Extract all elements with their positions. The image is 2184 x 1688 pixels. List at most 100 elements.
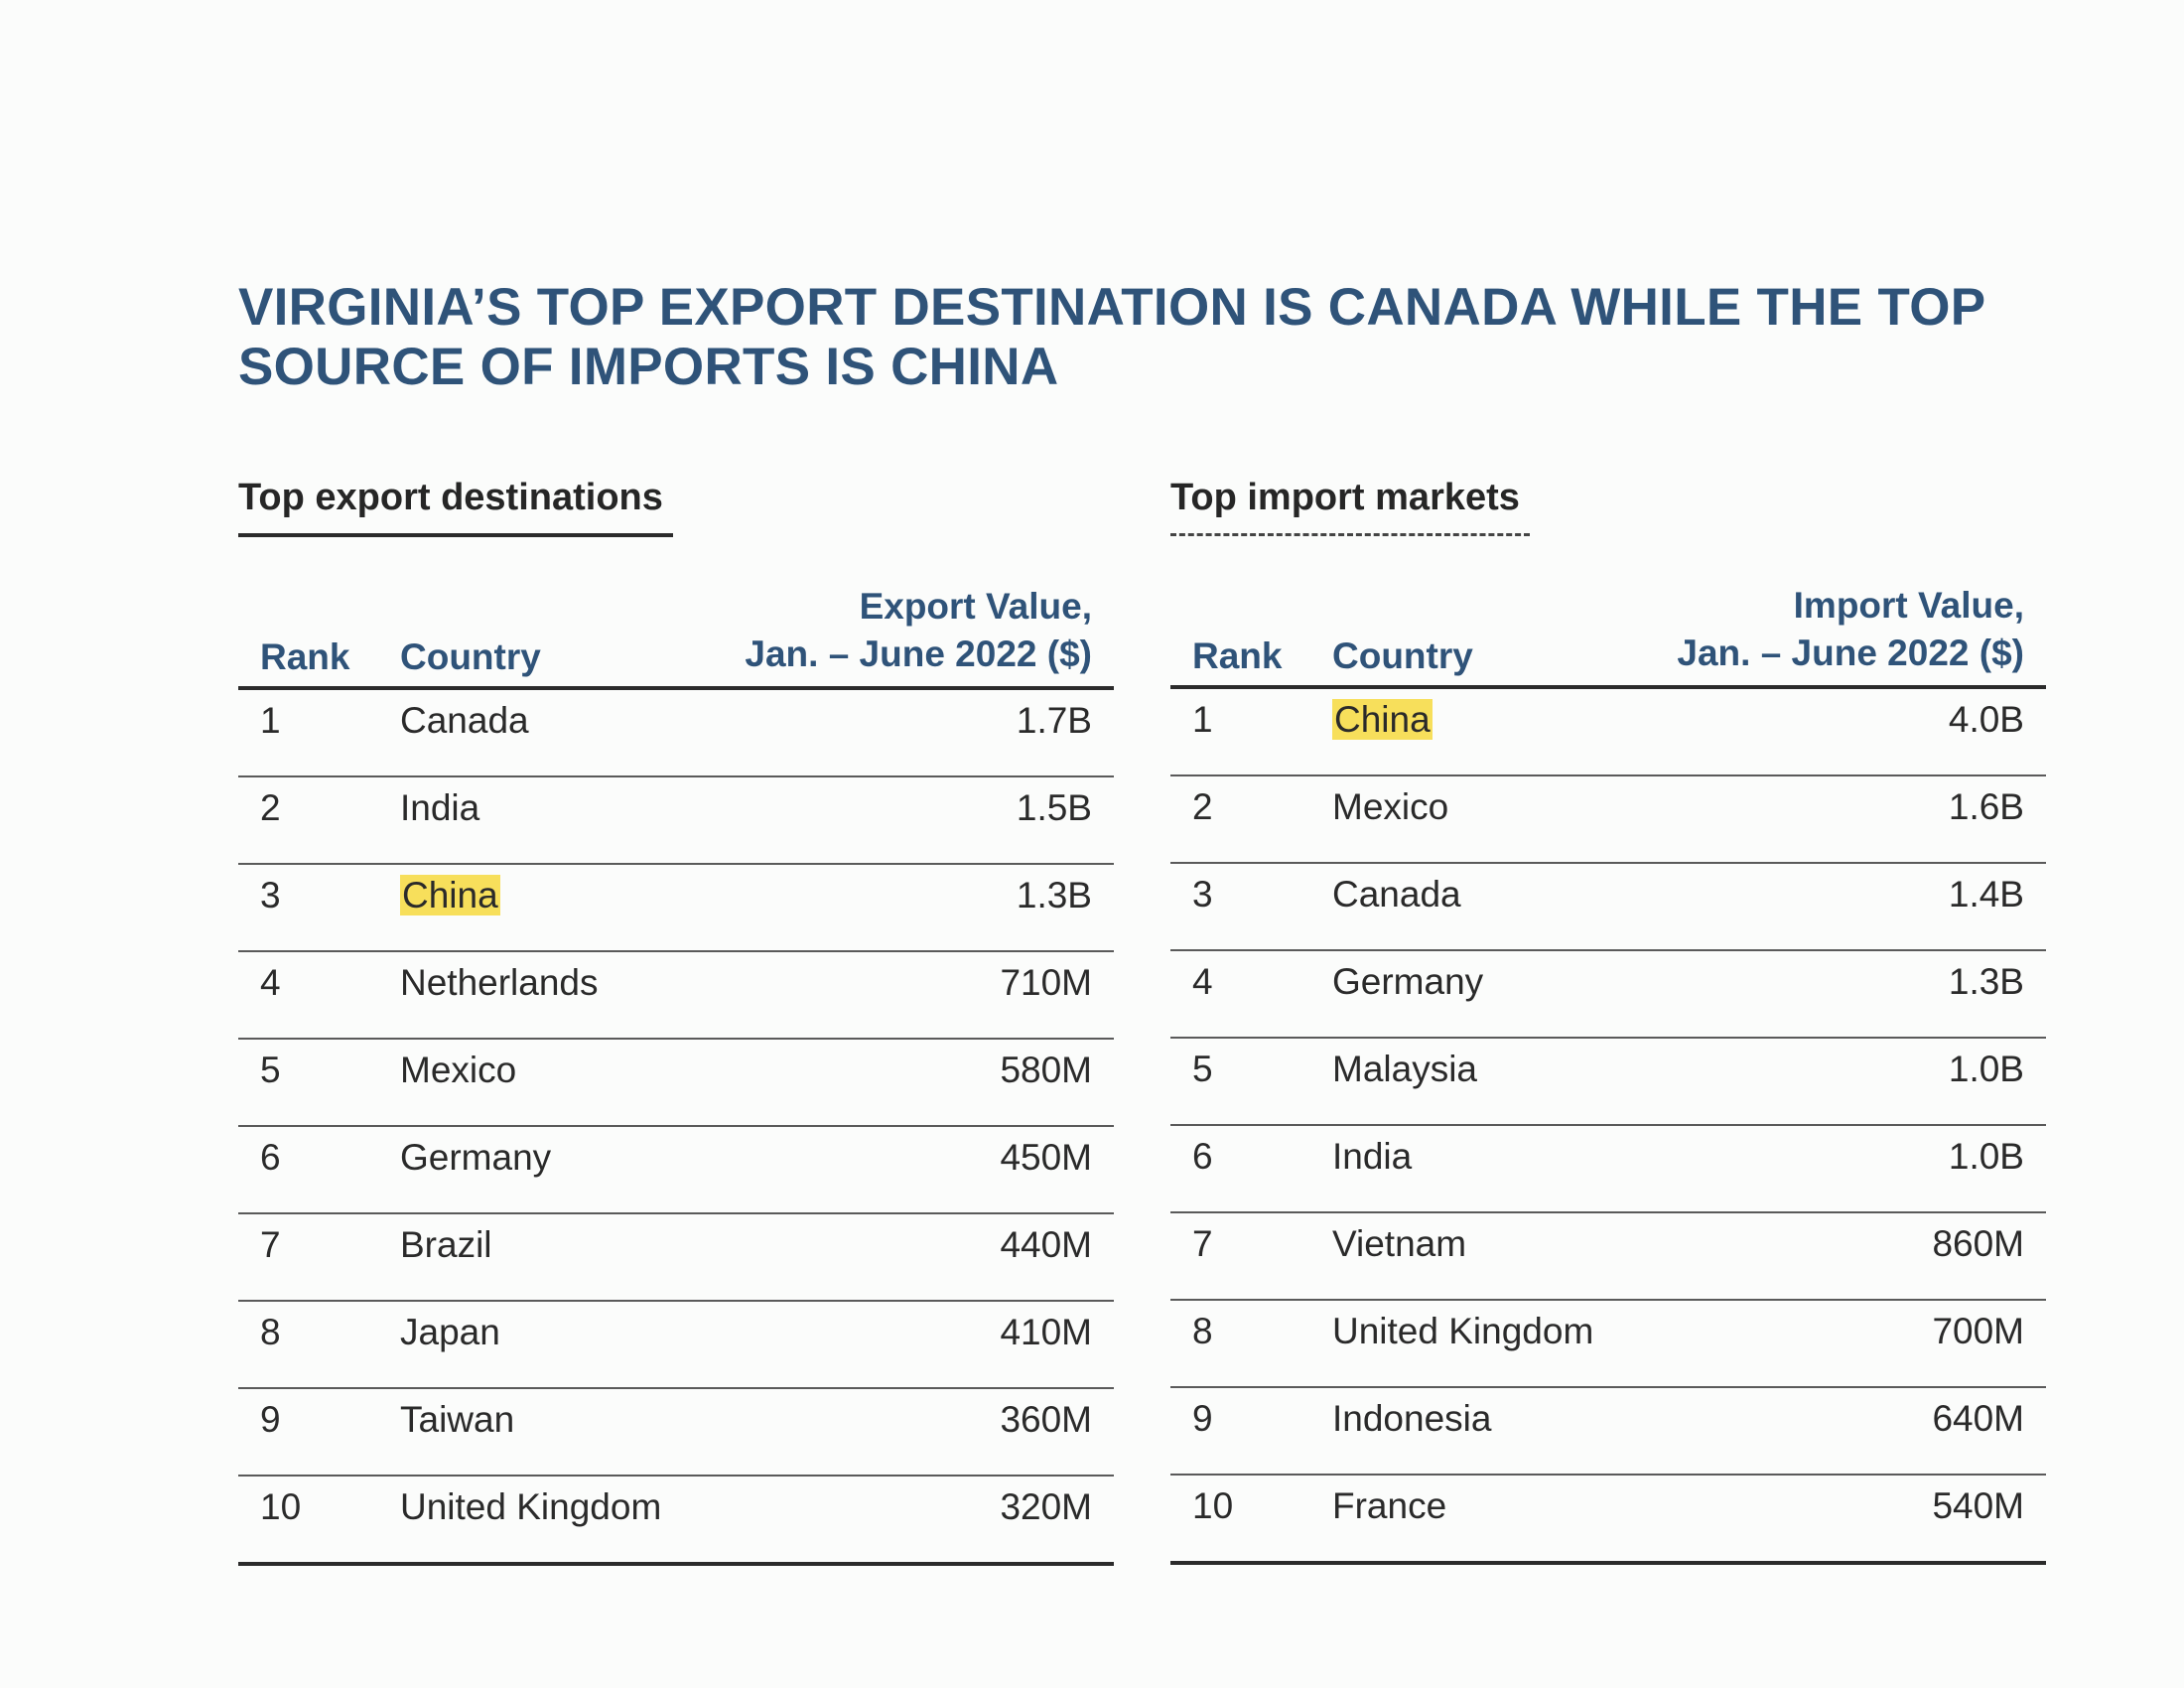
exports-table-body: 1 Canada 1.7B 2 India 1.5B 3 China 1.3B 4 Netherla…: [238, 690, 1114, 1566]
rank-cell: 6: [260, 1137, 281, 1178]
country-name: Canada: [400, 700, 529, 741]
imports-value-header-line2: Jan. – June 2022 ($): [1677, 633, 2024, 673]
value-cell: 1.3B: [1948, 961, 2024, 1002]
exports-country-header: Country: [400, 636, 541, 677]
table-row: 10 United Kingdom 320M: [238, 1477, 1114, 1566]
country-cell: Mexico: [1332, 786, 1448, 828]
value-cell: 450M: [1000, 1137, 1092, 1178]
table-row: 8 Japan 410M: [238, 1302, 1114, 1389]
country-name: Germany: [1332, 961, 1484, 1002]
imports-table-header: Rank Country Import Value, Jan. – June 2…: [1170, 585, 2046, 689]
rank-cell: 7: [1192, 1223, 1213, 1264]
country-cell: China: [1332, 699, 1433, 741]
country-name: United Kingdom: [400, 1486, 662, 1527]
value-cell: 700M: [1932, 1311, 2024, 1351]
value-cell: 4.0B: [1948, 699, 2024, 740]
exports-value-header: Export Value, Jan. – June 2022 ($): [745, 583, 1092, 678]
exports-value-header-line2: Jan. – June 2022 ($): [745, 633, 1092, 674]
table-row: 6 India 1.0B: [1170, 1126, 2046, 1213]
country-name: Germany: [400, 1137, 552, 1178]
value-cell: 320M: [1000, 1486, 1092, 1527]
table-row: 1 China 4.0B: [1170, 689, 2046, 776]
country-cell: India: [1332, 1136, 1412, 1178]
value-cell: 640M: [1932, 1398, 2024, 1439]
rank-cell: 9: [1192, 1398, 1213, 1439]
country-name: Brazil: [400, 1224, 492, 1265]
country-name: United Kingdom: [1332, 1311, 1594, 1351]
country-name: India: [1332, 1136, 1413, 1177]
imports-rank-header: Rank: [1192, 635, 1283, 676]
country-name: Canada: [1332, 874, 1461, 914]
table-row: 3 Canada 1.4B: [1170, 864, 2046, 951]
rank-cell: 1: [260, 700, 281, 741]
country-cell: United Kingdom: [1332, 1311, 1593, 1352]
country-cell: Netherlands: [400, 962, 599, 1004]
country-cell: Indonesia: [1332, 1398, 1491, 1440]
country-name: France: [1332, 1485, 1447, 1526]
value-cell: 410M: [1000, 1312, 1092, 1352]
country-cell: India: [400, 787, 479, 829]
table-row: 7 Brazil 440M: [238, 1214, 1114, 1302]
table-row: 9 Taiwan 360M: [238, 1389, 1114, 1477]
imports-table-body: 1 China 4.0B 2 Mexico 1.6B 3 Canada 1.4B 4 Germany…: [1170, 689, 2046, 1565]
country-name: Taiwan: [400, 1399, 515, 1440]
rank-cell: 5: [1192, 1049, 1213, 1089]
value-cell: 860M: [1932, 1223, 2024, 1264]
table-row: 7 Vietnam 860M: [1170, 1213, 2046, 1301]
table-row: 2 India 1.5B: [238, 777, 1114, 865]
country-name: Japan: [400, 1312, 500, 1352]
country-cell: China: [400, 875, 500, 916]
table-row: 1 Canada 1.7B: [238, 690, 1114, 777]
country-cell: Japan: [400, 1312, 500, 1353]
table-row: 2 Mexico 1.6B: [1170, 776, 2046, 864]
imports-panel: Top import markets Rank Country Import V…: [1170, 477, 2046, 1565]
table-row: 5 Mexico 580M: [238, 1040, 1114, 1127]
rank-cell: 2: [1192, 786, 1213, 827]
country-cell: France: [1332, 1485, 1446, 1527]
country-cell: Brazil: [400, 1224, 492, 1266]
country-name: Mexico: [1332, 786, 1449, 827]
imports-country-header: Country: [1332, 635, 1473, 676]
rank-cell: 5: [260, 1050, 281, 1090]
rank-cell: 2: [260, 787, 281, 828]
country-cell: Mexico: [400, 1050, 516, 1091]
country-cell: Germany: [400, 1137, 551, 1179]
country-cell: Taiwan: [400, 1399, 514, 1441]
imports-value-header-line1: Import Value,: [1793, 585, 2024, 626]
value-cell: 1.4B: [1948, 874, 2024, 914]
table-row: 8 United Kingdom 700M: [1170, 1301, 2046, 1388]
table-row: 9 Indonesia 640M: [1170, 1388, 2046, 1476]
rank-cell: 9: [260, 1399, 281, 1440]
country-cell: United Kingdom: [400, 1486, 661, 1528]
value-cell: 1.5B: [1016, 787, 1092, 828]
rank-cell: 8: [260, 1312, 281, 1352]
value-cell: 1.3B: [1016, 875, 1092, 915]
country-cell: Canada: [1332, 874, 1461, 915]
table-row: 3 China 1.3B: [238, 865, 1114, 952]
rank-cell: 10: [1192, 1485, 1234, 1526]
table-row: 4 Netherlands 710M: [238, 952, 1114, 1040]
country-name: India: [400, 787, 480, 828]
value-cell: 1.7B: [1016, 700, 1092, 741]
rank-cell: 10: [260, 1486, 302, 1527]
exports-table-header: Rank Country Export Value, Jan. – June 2…: [238, 586, 1114, 690]
exports-section-title: Top export destinations: [238, 477, 673, 537]
country-name: Netherlands: [400, 962, 599, 1003]
value-cell: 710M: [1000, 962, 1092, 1003]
country-name: Mexico: [400, 1050, 517, 1090]
country-name-highlighted: China: [400, 875, 500, 915]
rank-cell: 6: [1192, 1136, 1213, 1177]
exports-value-header-line1: Export Value,: [859, 586, 1092, 627]
rank-cell: 4: [1192, 961, 1213, 1002]
exports-panel: Top export destinations Rank Country Exp…: [238, 477, 1114, 1566]
value-cell: 1.0B: [1948, 1136, 2024, 1177]
country-cell: Canada: [400, 700, 529, 742]
table-row: 10 France 540M: [1170, 1476, 2046, 1565]
country-name-highlighted: China: [1332, 699, 1433, 740]
table-row: 4 Germany 1.3B: [1170, 951, 2046, 1039]
table-row: 5 Malaysia 1.0B: [1170, 1039, 2046, 1126]
rank-cell: 1: [1192, 699, 1213, 740]
country-name: Malaysia: [1332, 1049, 1477, 1089]
country-name: Vietnam: [1332, 1223, 1467, 1264]
rank-cell: 3: [1192, 874, 1213, 914]
